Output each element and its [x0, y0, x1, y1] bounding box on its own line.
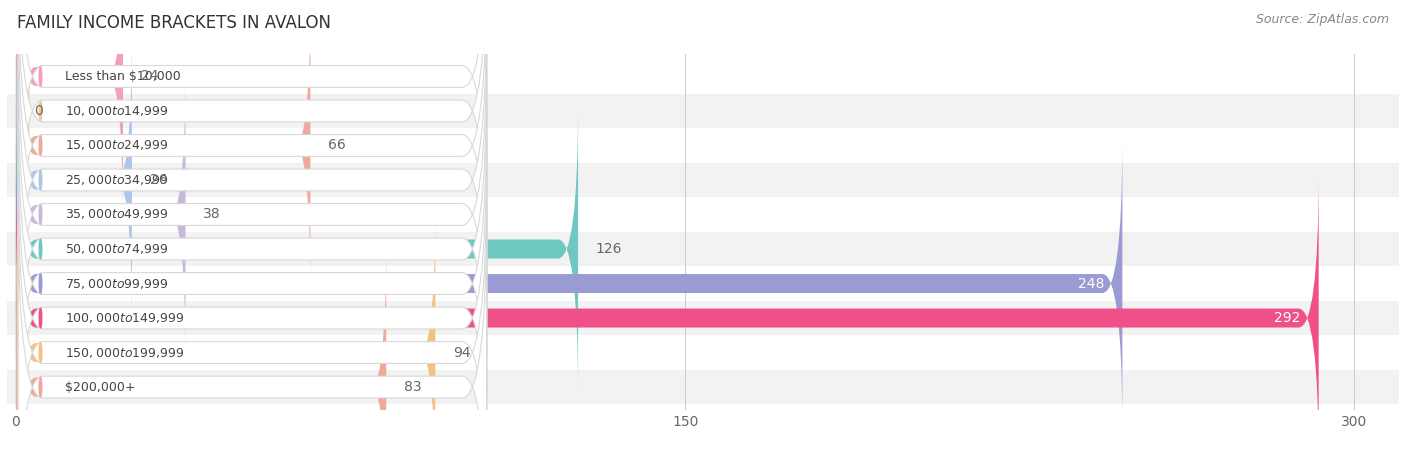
FancyBboxPatch shape [18, 36, 486, 393]
Text: FAMILY INCOME BRACKETS IN AVALON: FAMILY INCOME BRACKETS IN AVALON [17, 14, 330, 32]
Text: 292: 292 [1274, 311, 1301, 325]
FancyBboxPatch shape [18, 208, 486, 450]
Text: 94: 94 [453, 346, 471, 360]
Text: $75,000 to $99,999: $75,000 to $99,999 [65, 276, 169, 291]
Circle shape [39, 170, 42, 190]
Text: 248: 248 [1078, 276, 1105, 291]
Text: $25,000 to $34,999: $25,000 to $34,999 [65, 173, 169, 187]
FancyBboxPatch shape [18, 0, 486, 255]
FancyBboxPatch shape [18, 174, 486, 450]
FancyBboxPatch shape [0, 128, 1406, 163]
FancyBboxPatch shape [15, 0, 124, 222]
FancyBboxPatch shape [18, 0, 486, 290]
Circle shape [39, 274, 42, 293]
FancyBboxPatch shape [0, 370, 1406, 404]
Text: 126: 126 [596, 242, 623, 256]
FancyBboxPatch shape [15, 51, 30, 171]
Text: 26: 26 [150, 173, 167, 187]
FancyBboxPatch shape [0, 59, 1406, 94]
FancyBboxPatch shape [0, 94, 1406, 128]
Text: 0: 0 [34, 104, 42, 118]
FancyBboxPatch shape [15, 103, 578, 395]
Circle shape [39, 205, 42, 225]
Text: 38: 38 [204, 207, 221, 221]
FancyBboxPatch shape [15, 172, 1319, 450]
Text: $200,000+: $200,000+ [65, 381, 135, 394]
Text: $50,000 to $74,999: $50,000 to $74,999 [65, 242, 169, 256]
Text: 83: 83 [404, 380, 422, 394]
FancyBboxPatch shape [18, 104, 486, 450]
Circle shape [39, 101, 42, 121]
FancyBboxPatch shape [0, 301, 1406, 335]
Text: $100,000 to $149,999: $100,000 to $149,999 [65, 311, 184, 325]
FancyBboxPatch shape [15, 241, 387, 450]
Text: 24: 24 [141, 69, 159, 83]
FancyBboxPatch shape [15, 34, 132, 326]
FancyBboxPatch shape [0, 197, 1406, 232]
FancyBboxPatch shape [0, 232, 1406, 266]
Text: Less than $10,000: Less than $10,000 [65, 70, 181, 83]
Text: Source: ZipAtlas.com: Source: ZipAtlas.com [1256, 14, 1389, 27]
Text: $10,000 to $14,999: $10,000 to $14,999 [65, 104, 169, 118]
FancyBboxPatch shape [18, 139, 486, 450]
Text: 66: 66 [328, 139, 346, 153]
Circle shape [39, 343, 42, 362]
FancyBboxPatch shape [15, 138, 1122, 429]
FancyBboxPatch shape [15, 0, 311, 291]
Circle shape [39, 308, 42, 328]
FancyBboxPatch shape [0, 335, 1406, 370]
Circle shape [39, 135, 42, 155]
Text: $15,000 to $24,999: $15,000 to $24,999 [65, 139, 169, 153]
Circle shape [39, 377, 42, 397]
Text: $35,000 to $49,999: $35,000 to $49,999 [65, 207, 169, 221]
Circle shape [39, 239, 42, 259]
FancyBboxPatch shape [15, 69, 186, 360]
FancyBboxPatch shape [18, 0, 486, 324]
FancyBboxPatch shape [0, 266, 1406, 301]
FancyBboxPatch shape [18, 70, 486, 428]
Circle shape [39, 67, 42, 86]
FancyBboxPatch shape [15, 207, 436, 450]
Text: $150,000 to $199,999: $150,000 to $199,999 [65, 346, 184, 360]
FancyBboxPatch shape [18, 1, 486, 359]
FancyBboxPatch shape [0, 163, 1406, 197]
